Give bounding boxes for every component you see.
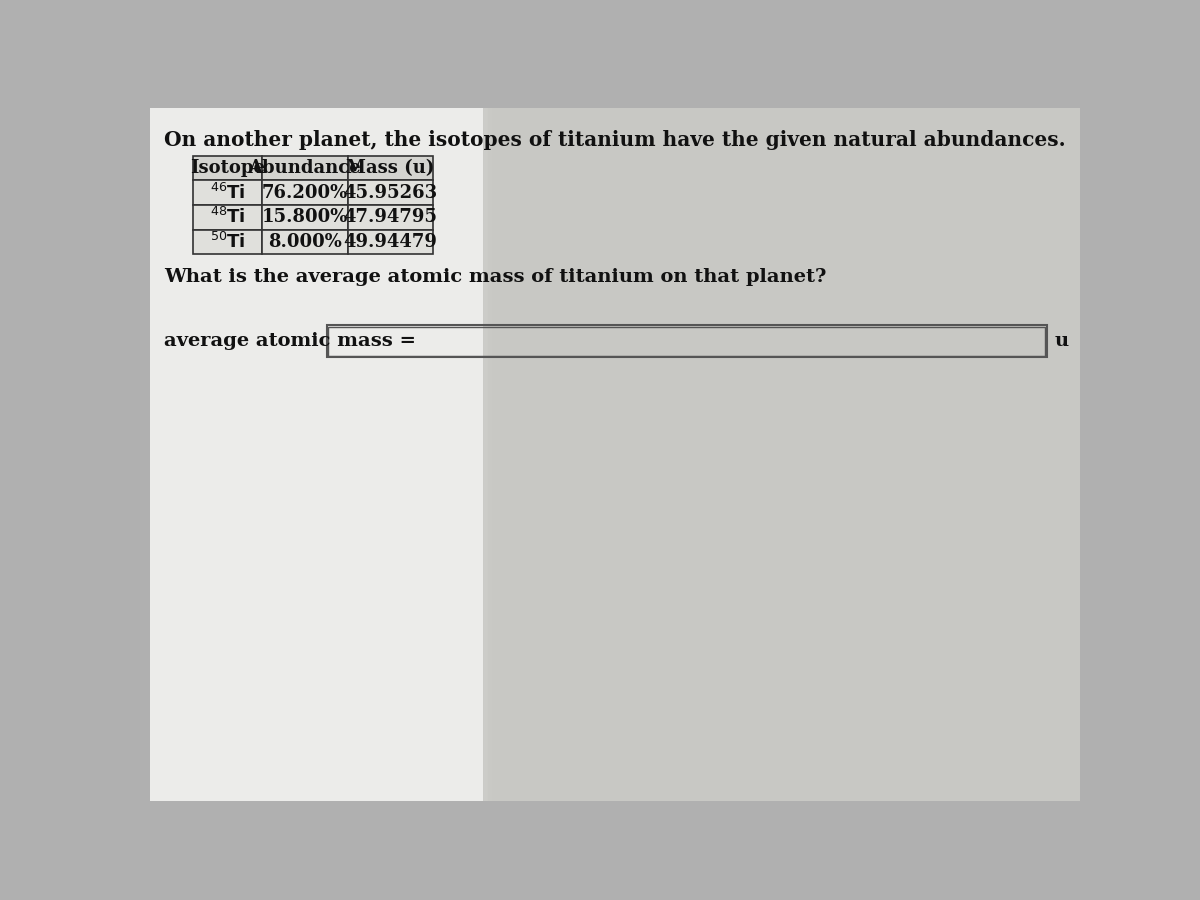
- Text: Abundance: Abundance: [248, 159, 361, 177]
- Bar: [326, 325, 1046, 357]
- Text: Isotope: Isotope: [190, 159, 265, 177]
- Bar: [348, 156, 433, 180]
- Bar: [348, 205, 433, 230]
- Text: 45.95263: 45.95263: [343, 184, 437, 202]
- Text: 76.200%: 76.200%: [262, 184, 348, 202]
- Bar: [193, 230, 263, 255]
- Text: 49.94479: 49.94479: [343, 233, 437, 251]
- Bar: [263, 205, 348, 230]
- Bar: [193, 156, 263, 180]
- Bar: [263, 156, 348, 180]
- Bar: [263, 180, 348, 205]
- Text: 8.000%: 8.000%: [268, 233, 342, 251]
- Text: 47.94795: 47.94795: [343, 208, 437, 226]
- Bar: [348, 180, 433, 205]
- Bar: [193, 205, 263, 230]
- Text: u: u: [1055, 332, 1068, 350]
- Bar: [150, 108, 484, 801]
- Bar: [263, 230, 348, 255]
- Text: $^{50}$Ti: $^{50}$Ti: [210, 232, 245, 252]
- Text: $^{48}$Ti: $^{48}$Ti: [210, 207, 245, 228]
- Text: $^{46}$Ti: $^{46}$Ti: [210, 183, 245, 202]
- Text: average atomic mass =: average atomic mass =: [164, 332, 416, 350]
- Text: On another planet, the isotopes of titanium have the given natural abundances.: On another planet, the isotopes of titan…: [164, 130, 1066, 149]
- Bar: [348, 230, 433, 255]
- Bar: [193, 180, 263, 205]
- Bar: [329, 327, 1045, 356]
- Text: What is the average atomic mass of titanium on that planet?: What is the average atomic mass of titan…: [164, 268, 827, 286]
- Text: Mass (u): Mass (u): [346, 159, 434, 177]
- Text: 15.800%: 15.800%: [262, 208, 348, 226]
